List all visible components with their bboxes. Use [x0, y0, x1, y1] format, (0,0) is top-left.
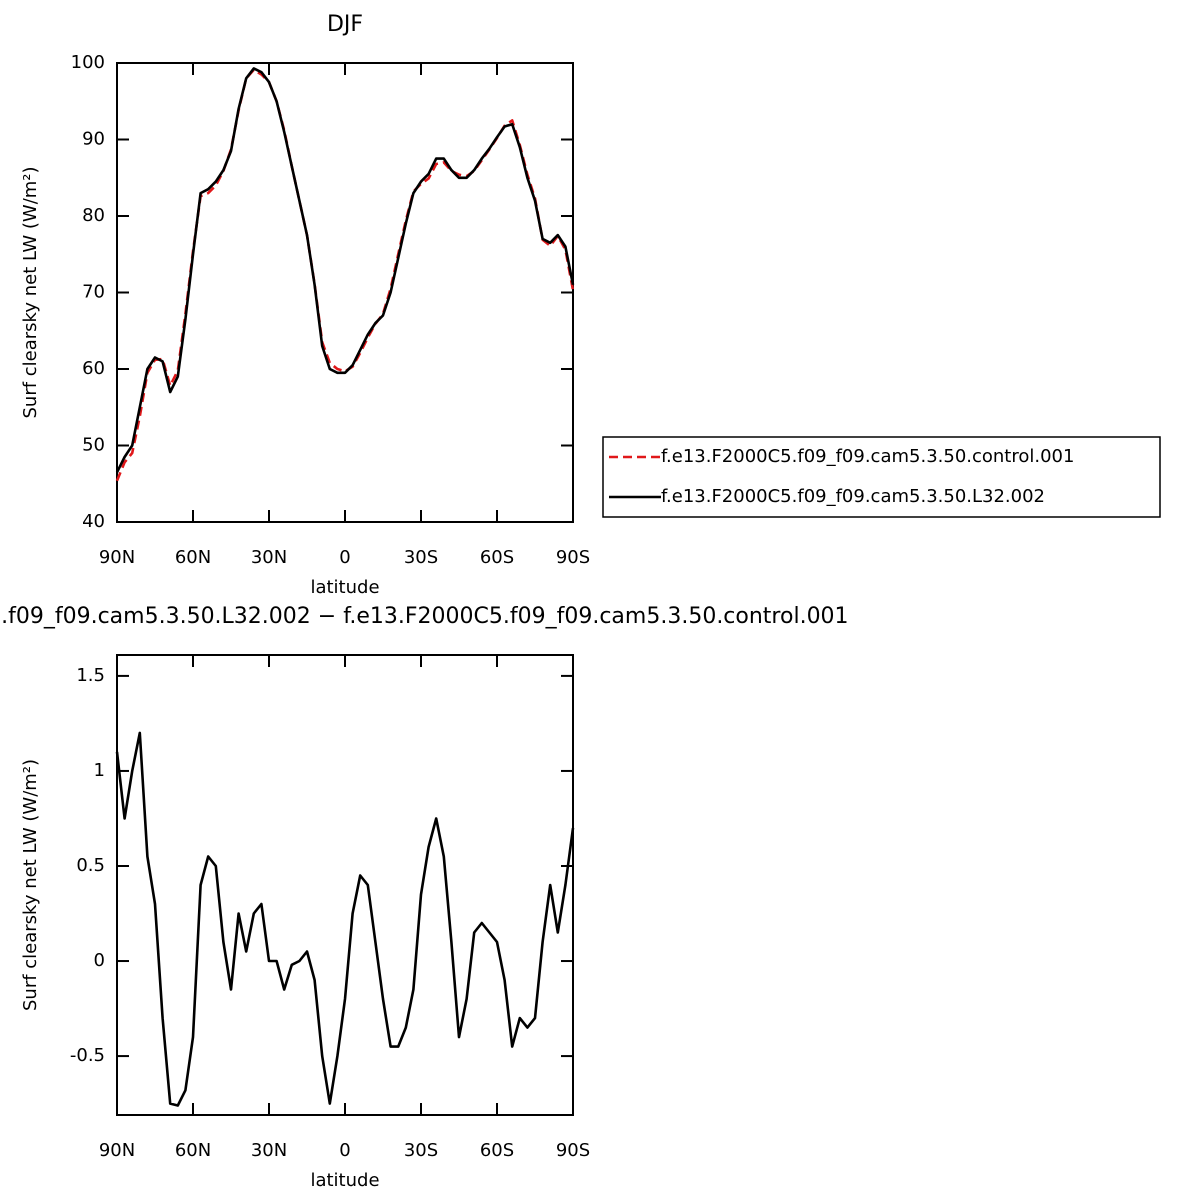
panel: f.e13.F2000C5.f09_f09.cam5.3.50.L32.002 … [0, 604, 849, 1191]
x-tick-label: 30S [404, 1140, 438, 1161]
y-tick-label: 90 [82, 129, 105, 150]
x-tick-label: 60S [480, 547, 514, 568]
y-tick-label: 80 [82, 205, 105, 226]
x-tick-label: 90S [556, 547, 590, 568]
y-tick-label: 1.5 [76, 665, 105, 686]
y-tick-label: -0.5 [70, 1045, 105, 1066]
x-axis-label: latitude [310, 577, 379, 598]
data-line [115, 67, 575, 473]
x-tick-label: 60N [175, 1140, 211, 1161]
legend-label: f.e13.F2000C5.f09_f09.cam5.3.50.control.… [661, 446, 1074, 467]
chart-title: DJF [327, 12, 363, 37]
panel: DJF latitude Surf clearsky net LW (W/m²) 40… [20, 12, 1161, 598]
y-tick-label: 60 [82, 358, 105, 379]
chart-title: f.e13.F2000C5.f09_f09.cam5.3.50.L32.002 … [0, 604, 849, 629]
x-tick-label: 90N [99, 1140, 135, 1161]
y-tick-label: 100 [71, 52, 105, 73]
y-tick-label: 0.5 [76, 855, 105, 876]
data-line [115, 731, 575, 1107]
x-tick-label: 30S [404, 547, 438, 568]
x-tick-label: 90N [99, 547, 135, 568]
y-axis-label: Surf clearsky net LW (W/m²) [20, 759, 41, 1011]
x-tick-label: 0 [339, 547, 350, 568]
y-tick-label: 70 [82, 282, 105, 303]
legend-box [602, 436, 1161, 518]
y-axis-label: Surf clearsky net LW (W/m²) [20, 166, 41, 418]
plot-frame [116, 654, 574, 1116]
y-tick-label: 40 [82, 511, 105, 532]
y-tick-label: 0 [94, 950, 105, 971]
x-tick-label: 0 [339, 1140, 350, 1161]
x-tick-label: 60S [480, 1140, 514, 1161]
x-tick-label: 60N [175, 547, 211, 568]
x-tick-label: 30N [251, 547, 287, 568]
y-tick-label: 1 [94, 760, 105, 781]
x-axis-label: latitude [310, 1170, 379, 1191]
x-tick-label: 30N [251, 1140, 287, 1161]
legend-label: f.e13.F2000C5.f09_f09.cam5.3.50.L32.002 [661, 486, 1045, 507]
plot-frame [116, 62, 574, 523]
data-line [115, 68, 575, 482]
x-tick-label: 90S [556, 1140, 590, 1161]
y-tick-label: 50 [82, 435, 105, 456]
